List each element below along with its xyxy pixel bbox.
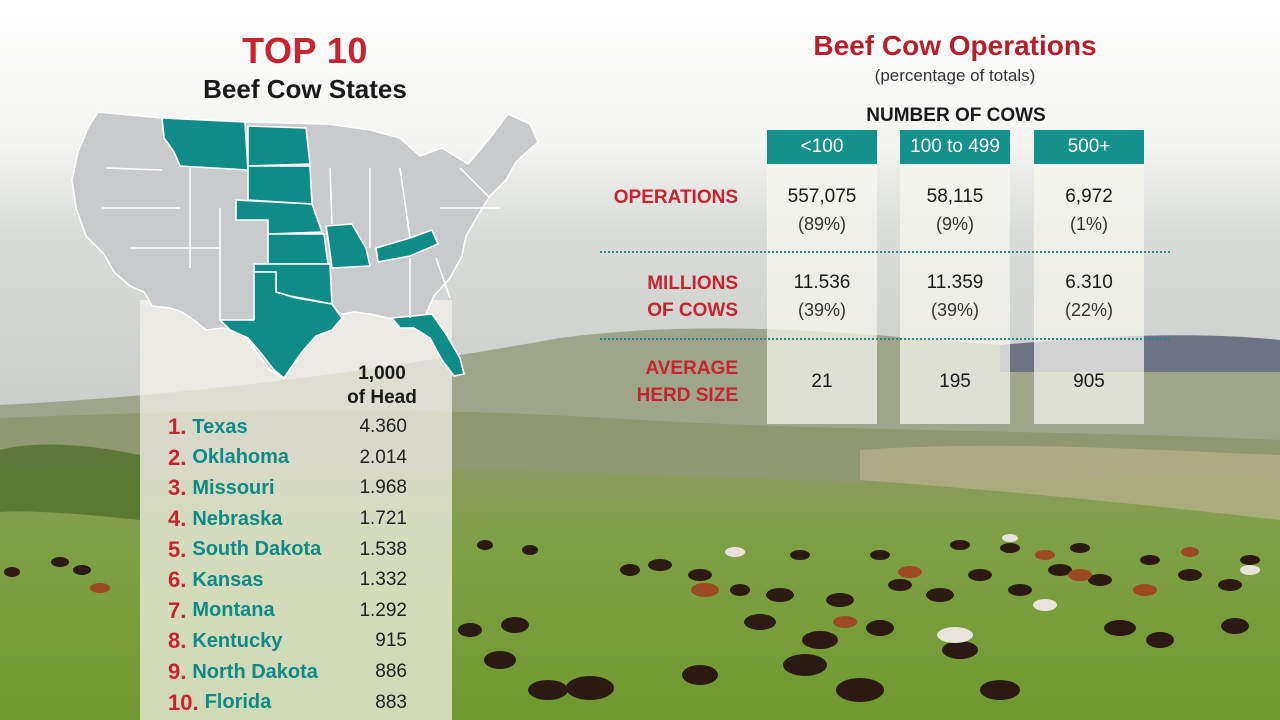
herd-size: 905 — [1073, 371, 1105, 392]
head-count: 1.968 — [359, 477, 407, 499]
list-item: 1. Texas 4.360 — [168, 412, 428, 443]
state-missouri — [325, 223, 371, 269]
row-label-line: OF COWS — [647, 300, 738, 321]
head-count: 1.538 — [359, 538, 407, 560]
row-label-operations: OPERATIONS — [613, 187, 738, 208]
row-label-line: AVERAGE — [645, 358, 738, 379]
rank-number: 7. — [168, 597, 187, 623]
columns-header: NUMBER OF COWS — [866, 105, 1046, 126]
column-header: 500+ — [1034, 130, 1144, 164]
head-count: 883 — [375, 691, 407, 713]
state-texas — [219, 271, 343, 379]
head-count: 4.360 — [359, 416, 407, 438]
column-under-100: <100 557,075 (89%) 11.536 (39%) 21 — [767, 130, 877, 424]
rank-number: 2. — [168, 444, 187, 470]
rank-number: 5. — [168, 536, 187, 562]
unit-label: 1,000 of Head — [340, 362, 424, 410]
rank-number: 8. — [168, 628, 187, 654]
row-label-average-herd-size: AVERAGE HERD SIZE — [637, 355, 738, 409]
rank-number: 1. — [168, 414, 187, 440]
column-100-to-499: 100 to 499 58,115 (9%) 11.359 (39%) 195 — [900, 130, 1010, 424]
head-count: 886 — [375, 661, 407, 683]
state-name: Texas — [192, 415, 248, 438]
row-divider — [600, 338, 1170, 340]
top10-subtitle: Beef Cow States — [203, 74, 407, 104]
state-name: South Dakota — [192, 538, 322, 561]
rank-number: 4. — [168, 506, 187, 532]
head-count: 1.292 — [359, 599, 407, 621]
head-count: 1.721 — [359, 508, 407, 530]
list-item: 9. North Dakota 886 — [168, 657, 428, 688]
list-item: 5. South Dakota 1.538 — [168, 534, 428, 565]
state-name: Montana — [192, 599, 275, 622]
unit-label-line1: 1,000 — [358, 363, 406, 384]
state-name: Florida — [204, 691, 272, 714]
list-item: 6. Kansas 1.332 — [168, 565, 428, 596]
list-item: 10. Florida 883 — [168, 687, 428, 718]
operations-count: 6,972 — [1065, 186, 1113, 207]
row-label-line: MILLIONS — [647, 273, 738, 294]
operations-count: 557,075 — [787, 186, 857, 207]
state-name: Kentucky — [192, 629, 283, 652]
head-count: 2.014 — [359, 446, 407, 468]
state-name: Oklahoma — [192, 446, 290, 469]
rank-number: 10. — [168, 689, 199, 715]
us-map — [71, 111, 539, 379]
column-500-plus: 500+ 6,972 (1%) 6.310 (22%) 905 — [1034, 130, 1144, 424]
list-item: 4. Nebraska 1.721 — [168, 504, 428, 535]
list-item: 3. Missouri 1.968 — [168, 473, 428, 504]
operations-count: 58,115 — [926, 186, 984, 207]
cows-percent: (39%) — [797, 300, 846, 320]
column-header: <100 — [767, 130, 877, 164]
row-label-line: HERD SIZE — [636, 385, 738, 406]
state-kansas — [267, 233, 329, 265]
list-item: 7. Montana 1.292 — [168, 596, 428, 627]
top10-title: TOP 10 — [242, 30, 368, 71]
operations-percent: (9%) — [935, 214, 974, 234]
cows-millions: 6.310 — [1065, 272, 1113, 293]
state-north-dakota — [247, 125, 311, 167]
rankings-panel — [140, 300, 452, 720]
cows-millions: 11.359 — [926, 272, 984, 293]
operations-title: Beef Cow Operations — [813, 30, 1097, 61]
row-label-millions-of-cows: MILLIONS OF COWS — [647, 270, 738, 324]
column-header: 100 to 499 — [900, 130, 1010, 164]
list-item: 2. Oklahoma 2.014 — [168, 443, 428, 474]
cows-millions: 11.536 — [793, 272, 851, 293]
herd-size: 21 — [811, 371, 833, 392]
state-name: Nebraska — [192, 507, 283, 530]
operations-percent: (1%) — [1069, 214, 1108, 234]
herd-size: 195 — [939, 371, 971, 392]
state-name: Kansas — [192, 568, 264, 591]
rank-number: 3. — [168, 475, 187, 501]
head-count: 1.332 — [359, 569, 407, 591]
operations-subtitle: (percentage of totals) — [874, 66, 1036, 85]
state-name: Missouri — [192, 476, 275, 499]
state-name: North Dakota — [192, 660, 318, 683]
operations-percent: (89%) — [797, 214, 846, 234]
state-ranking-list: 1. Texas 4.360 2. Oklahoma 2.014 3. Missouri 1… — [168, 412, 428, 718]
state-south-dakota — [247, 165, 313, 205]
state-florida — [391, 313, 465, 377]
rank-number: 6. — [168, 567, 187, 593]
list-item: 8. Kentucky 915 — [168, 626, 428, 657]
unit-label-line2: of Head — [347, 387, 417, 408]
cows-percent: (39%) — [930, 300, 979, 320]
cows-percent: (22%) — [1064, 300, 1113, 320]
rank-number: 9. — [168, 659, 187, 685]
row-divider — [600, 251, 1170, 253]
state-montana — [161, 117, 249, 171]
head-count: 915 — [375, 630, 407, 652]
